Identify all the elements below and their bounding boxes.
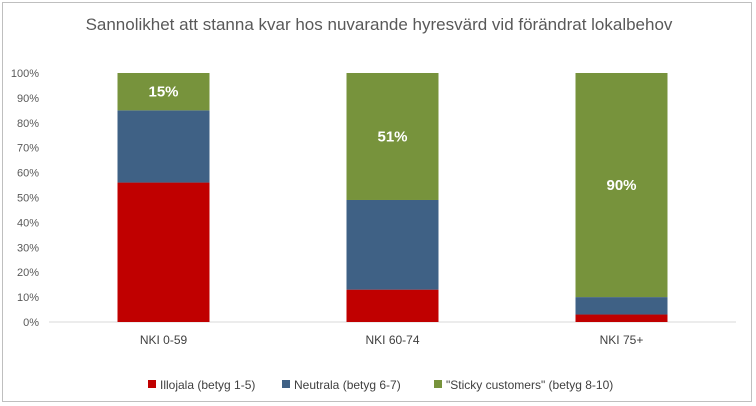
y-axis: 0% 10% 20% 30% 40% 50% 60% 70% 80% 90% 100% [11, 68, 39, 329]
chart-frame: Sannolikhet att stanna kvar hos nuvarand… [2, 2, 752, 402]
bars: 15% 51% 90% [117, 73, 668, 322]
x-category-label: NKI 0-59 [140, 333, 188, 347]
y-tick-label: 50% [17, 193, 39, 205]
x-category-label: NKI 60-74 [365, 333, 419, 347]
y-tick-label: 10% [17, 292, 39, 304]
legend-label: Neutrala (betyg 6-7) [294, 378, 401, 392]
y-tick-label: 0% [23, 317, 39, 329]
legend-swatch [148, 380, 156, 388]
bar-segment [346, 73, 439, 200]
legend-swatch [434, 380, 442, 388]
y-tick-label: 70% [17, 143, 39, 155]
bar-segment [117, 73, 210, 111]
legend-label: Illojala (betyg 1-5) [160, 378, 255, 392]
bar-data-label: 51% [377, 128, 407, 145]
stacked-bar-chart: Sannolikhet att stanna kvar hos nuvarand… [11, 15, 736, 392]
y-tick-label: 30% [17, 242, 39, 254]
legend-swatch [282, 380, 290, 388]
y-tick-label: 20% [17, 267, 39, 279]
bar-segment [117, 110, 210, 183]
bar-segment [575, 297, 668, 315]
bar-data-label: 15% [148, 84, 178, 101]
bar-segment [346, 199, 439, 290]
legend-label: "Sticky customers" (betyg 8-10) [446, 378, 613, 392]
chart-title: Sannolikhet att stanna kvar hos nuvarand… [86, 15, 673, 34]
bar-segment [346, 289, 439, 322]
y-tick-label: 60% [17, 168, 39, 180]
y-tick-label: 90% [17, 93, 39, 105]
legend: Illojala (betyg 1-5) Neutrala (betyg 6-7)… [148, 378, 613, 392]
y-tick-label: 100% [11, 68, 39, 80]
bar-segment [117, 182, 210, 322]
y-tick-label: 80% [17, 118, 39, 130]
bar-segment [575, 73, 668, 298]
x-axis-labels: NKI 0-59 NKI 60-74 NKI 75+ [140, 333, 644, 347]
bar-segment [575, 314, 668, 322]
bar-data-label: 90% [606, 177, 636, 194]
x-category-label: NKI 75+ [600, 333, 644, 347]
y-tick-label: 40% [17, 217, 39, 229]
